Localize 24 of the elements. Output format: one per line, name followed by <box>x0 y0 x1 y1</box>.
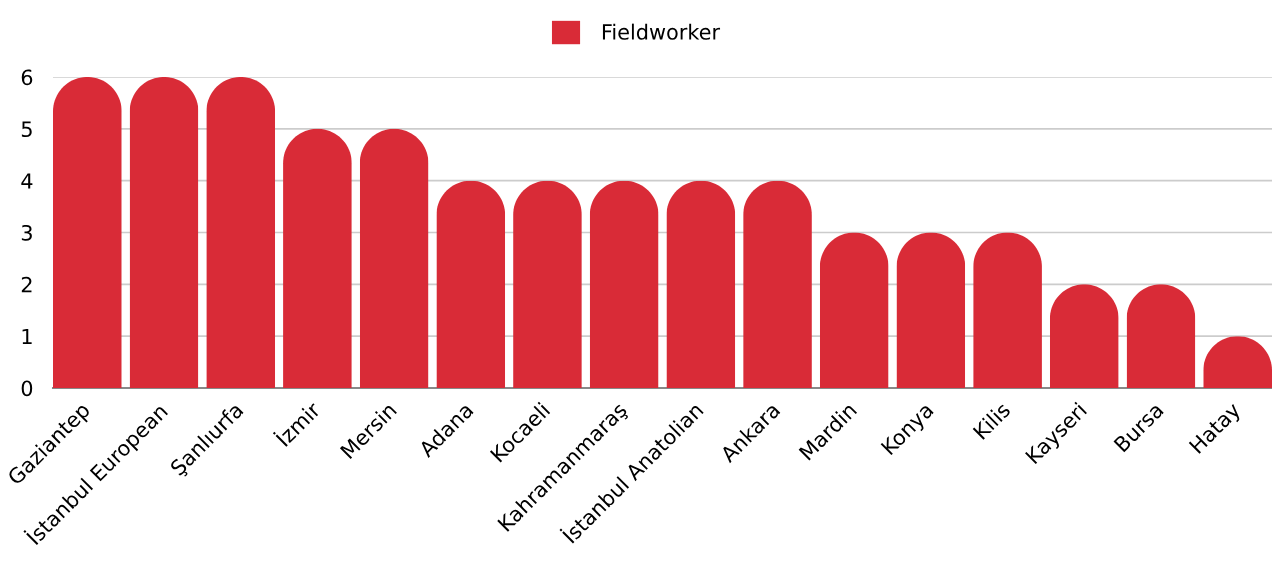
y-tick-label: 5 <box>21 121 32 138</box>
bar <box>589 180 659 388</box>
bar <box>819 232 889 388</box>
y-tick-label: 2 <box>21 276 32 293</box>
x-tick-label: Kilis <box>972 401 1012 440</box>
legend-label: Fieldworker <box>602 23 721 40</box>
bar <box>53 77 122 388</box>
bar <box>283 128 352 388</box>
y-tick-label: 1 <box>22 328 32 345</box>
bar <box>513 180 582 388</box>
bar <box>1049 284 1119 388</box>
bar <box>666 180 736 388</box>
bar <box>1126 284 1196 388</box>
y-tick-label: 6 <box>21 69 33 86</box>
bar <box>206 77 276 388</box>
bar <box>973 232 1042 388</box>
y-tick-label: 0 <box>21 380 33 397</box>
bar <box>743 180 812 388</box>
y-tick-label: 3 <box>21 224 32 241</box>
bar <box>359 128 429 388</box>
bar <box>896 232 966 388</box>
bar <box>129 77 199 388</box>
y-tick-label: 4 <box>21 173 33 189</box>
bar <box>436 180 506 388</box>
